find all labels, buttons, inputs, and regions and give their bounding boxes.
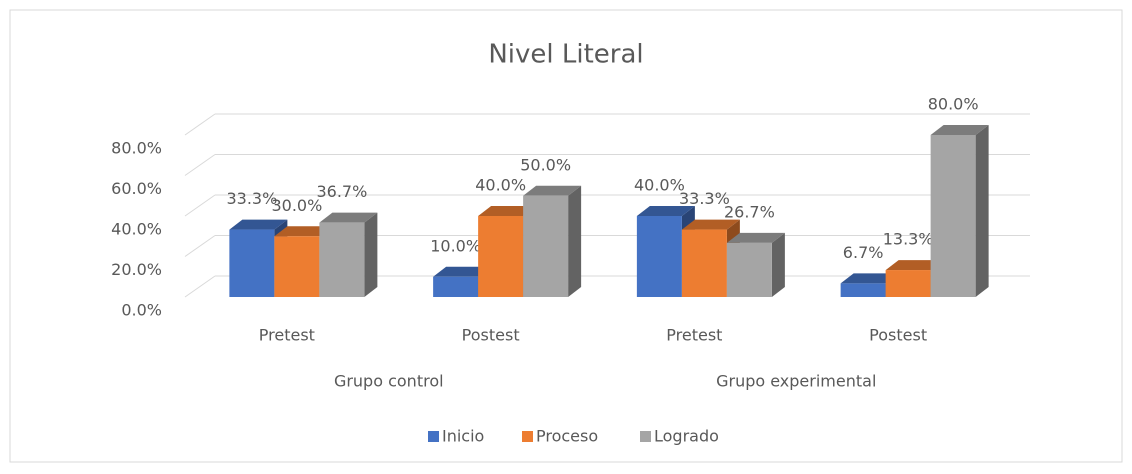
data-label: 50.0% — [520, 155, 571, 174]
data-label: 80.0% — [928, 95, 979, 114]
bar — [274, 236, 320, 297]
bar-top — [433, 266, 492, 277]
data-label: 6.7% — [843, 243, 884, 262]
data-label: 33.3% — [679, 189, 730, 208]
data-label: 10.0% — [430, 236, 481, 255]
legend-swatch — [640, 431, 651, 442]
data-label: 33.3% — [226, 189, 277, 208]
bar — [319, 222, 365, 297]
bar-side — [771, 232, 785, 297]
y-tick-label: 0.0% — [121, 301, 162, 320]
bar-side — [975, 125, 989, 297]
chart-title: Nivel Literal — [488, 40, 643, 70]
grid-line-side — [184, 194, 216, 217]
data-label: 26.7% — [724, 202, 775, 221]
bar-top — [229, 219, 288, 230]
bar — [433, 276, 479, 297]
bar — [478, 216, 524, 297]
group-label: Grupo experimental — [716, 372, 876, 391]
y-tick-label: 80.0% — [111, 139, 162, 158]
bar-top — [930, 125, 989, 135]
bar — [229, 229, 275, 297]
bar — [681, 229, 727, 297]
grid-line-side — [184, 113, 216, 136]
bar-top — [885, 260, 944, 271]
legend-swatch — [428, 431, 439, 442]
bar-top — [319, 212, 378, 223]
bar — [636, 216, 682, 297]
y-tick-label: 60.0% — [111, 179, 162, 198]
x-tick-label: Postest — [869, 326, 927, 345]
bar — [840, 283, 886, 297]
legend-label: Logrado — [654, 427, 719, 446]
data-label: 40.0% — [634, 176, 685, 195]
bar-top — [274, 226, 333, 237]
bar-side — [364, 212, 378, 297]
bar-top — [636, 206, 695, 216]
bar — [726, 242, 772, 297]
bar-side — [568, 185, 582, 297]
legend-swatch — [522, 431, 533, 442]
y-tick-label: 40.0% — [111, 220, 162, 239]
x-tick-label: Pretest — [666, 326, 722, 345]
bar-top — [840, 273, 899, 284]
y-tick-label: 20.0% — [111, 260, 162, 279]
data-label: 13.3% — [883, 230, 934, 249]
data-label: 30.0% — [271, 196, 322, 215]
x-tick-label: Pretest — [259, 326, 315, 345]
bar-top — [726, 232, 785, 243]
bar — [523, 195, 569, 297]
bar-top — [681, 219, 740, 230]
group-label: Grupo control — [334, 372, 444, 391]
data-label: 36.7% — [316, 182, 367, 201]
grid-line-side — [184, 275, 216, 298]
bar — [885, 270, 931, 297]
legend-label: Proceso — [536, 427, 598, 446]
bar — [930, 135, 976, 297]
grid-line-side — [184, 154, 216, 176]
grid-line-side — [184, 235, 216, 257]
bar-top — [523, 185, 582, 196]
x-tick-label: Postest — [462, 326, 520, 345]
legend-label: Inicio — [442, 427, 484, 446]
data-label: 40.0% — [475, 176, 526, 195]
bar-top — [478, 206, 537, 216]
